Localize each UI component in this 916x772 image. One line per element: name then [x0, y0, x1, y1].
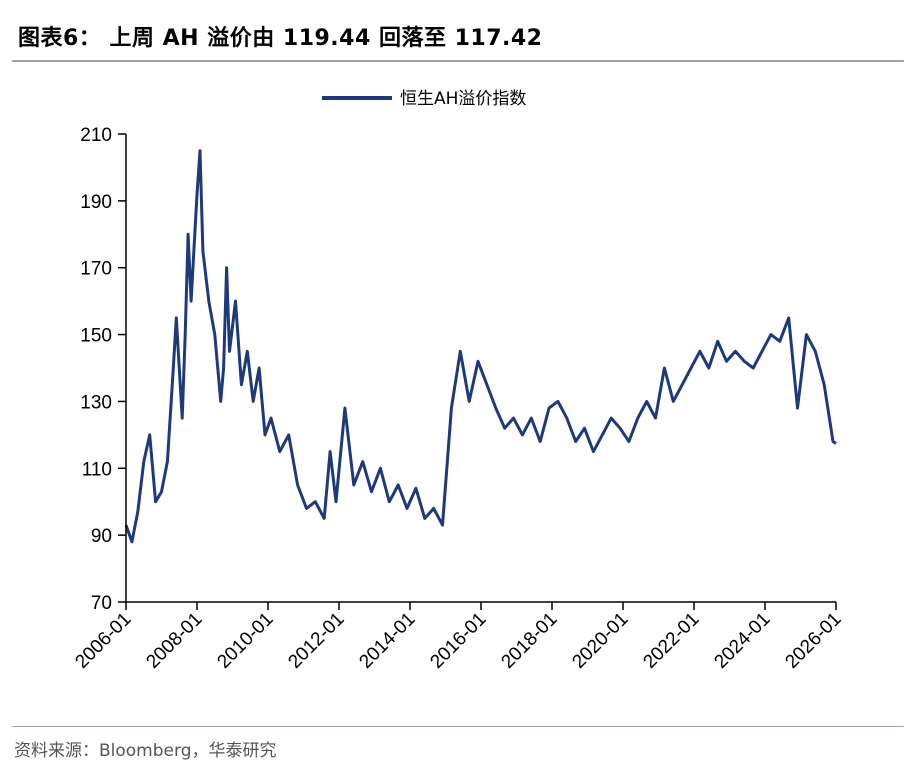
legend-label: 恒生AH溢价指数 — [400, 89, 526, 109]
title-divider — [12, 60, 904, 62]
x-tick-label: 2024-01 — [710, 609, 774, 673]
y-tick-label: 130 — [80, 392, 112, 413]
y-tick-label: 70 — [91, 593, 112, 614]
x-tick-label: 2010-01 — [213, 609, 277, 673]
x-tick-label: 2020-01 — [568, 609, 632, 673]
axes: 70 90 110 130 150 170 190 210 2006-01 2008-01 2010… — [71, 125, 845, 673]
y-tick-label: 190 — [80, 192, 112, 213]
x-tick-label: 2014-01 — [355, 609, 419, 673]
y-tick-label: 150 — [80, 326, 112, 347]
y-tick-label: 170 — [80, 259, 112, 280]
x-tick-label: 2006-01 — [71, 609, 135, 673]
x-tick-label: 2008-01 — [142, 609, 206, 673]
x-tick-label: 2012-01 — [284, 609, 348, 673]
series-layer — [124, 149, 837, 544]
source-note: 资料来源：Bloomberg，华泰研究 — [14, 741, 277, 761]
figure-title: 图表6： 上周 AH 溢价由 119.44 回落至 117.42 — [18, 26, 543, 51]
y-tick-label: 210 — [80, 125, 112, 146]
x-tick-label: 2016-01 — [426, 609, 490, 673]
footer-divider — [12, 726, 904, 727]
legend: 恒生AH溢价指数 — [322, 89, 526, 109]
series-line-0 — [124, 149, 837, 544]
x-tick-label: 2018-01 — [497, 609, 561, 673]
x-tick-label: 2026-01 — [781, 609, 845, 673]
x-tick-label: 2022-01 — [639, 609, 703, 673]
y-tick-label: 110 — [82, 459, 112, 480]
y-tick-label: 90 — [91, 526, 112, 547]
